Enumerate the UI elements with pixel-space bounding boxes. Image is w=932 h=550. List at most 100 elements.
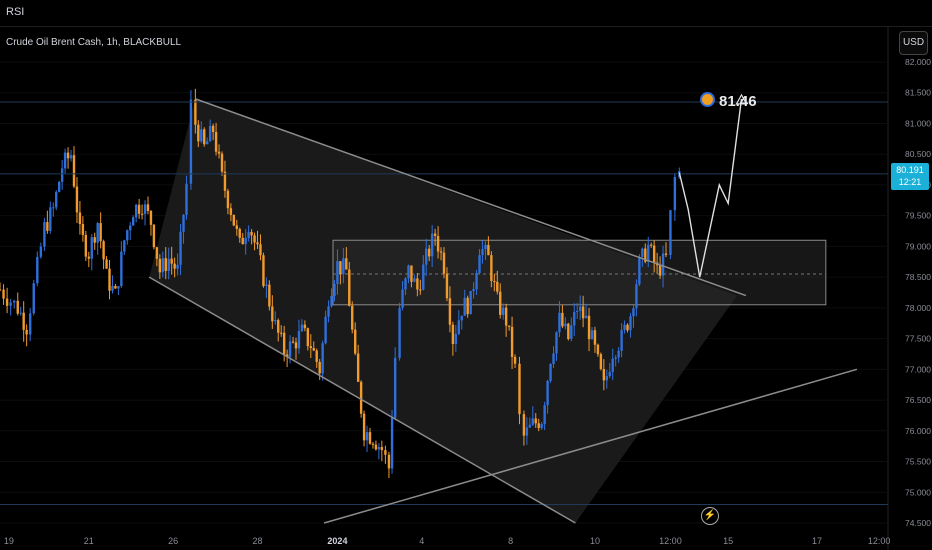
candle-body [129,225,132,231]
candle-body [555,332,558,354]
candle-body [114,285,117,289]
price-chart[interactable]: 82.00081.50081.00080.50080.00079.50079.0… [0,27,932,550]
candle-body [368,432,372,444]
candle-body [543,405,546,425]
candle-body [321,343,324,374]
projection-arrowhead [735,93,748,105]
candle-body [629,316,632,331]
candle-body [158,258,162,273]
candle-body [380,447,384,451]
lightning-icon[interactable]: ⚡ [701,507,719,525]
candle-body [170,258,173,264]
candle-body [84,234,88,257]
candle-body [528,424,532,428]
candle-body [490,255,493,281]
candle-body [608,371,611,377]
candle-body [348,269,351,306]
candle-body [620,329,623,351]
target-icon [700,92,715,107]
candle-body [351,305,354,330]
candle-body [96,223,99,243]
currency-button[interactable]: USD [899,31,928,55]
candle-body [223,171,227,191]
candle-body [208,125,212,142]
y-tick-label: 78.500 [905,272,931,282]
candle-body [235,225,238,229]
candle-body [342,258,345,275]
x-tick-label: 10 [590,536,600,546]
candle-body [46,222,49,231]
candle-body [155,247,159,259]
candle-body [238,228,241,238]
candle-body [197,124,200,142]
candle-body [102,241,105,260]
candle-body [510,326,514,357]
x-tick-label: 17 [812,536,822,546]
candle-body [309,346,312,349]
x-tick-label: 2024 [327,536,347,546]
candle-body [294,342,298,349]
candle-body [401,289,404,308]
candle-body [137,204,141,214]
candle-body [661,253,665,276]
candle-body [425,248,428,265]
symbol-title: Crude Oil Brent Cash, 1h, BLACKBULL [6,37,182,48]
candle-body [5,298,9,306]
candle-body [244,238,247,245]
candle-body [493,280,496,282]
candle-body [390,417,394,469]
candle-body [315,350,318,362]
candles [0,88,681,479]
candle-body [549,363,552,381]
channel-upper-line [195,98,747,297]
candle-body [339,261,342,275]
candle-body [561,312,564,327]
candle-body [274,320,277,322]
candle-body [567,323,570,339]
y-tick-label: 75.000 [905,487,931,497]
y-tick-label: 77.000 [905,364,931,374]
candle-body [173,263,176,269]
candle-body [504,307,508,326]
candle-body [108,268,111,291]
candle-body [439,251,443,253]
y-tick-label: 74.500 [905,518,931,528]
indicator-label[interactable]: RSI [6,6,25,18]
candle-body [534,418,537,424]
target-value: 81.46 [719,93,757,110]
candle-body [587,315,591,340]
candle-body [117,286,120,289]
candle-body [669,210,672,255]
candle-body [365,432,369,441]
candle-body [87,256,90,259]
candle-body [206,141,209,145]
candle-body [143,204,147,214]
candle-body [463,297,466,316]
channel-fill [149,98,738,523]
candle-body [297,331,301,349]
y-tick-label: 81.000 [905,118,931,128]
candle-body [189,99,193,184]
candle-body [211,125,215,133]
candle-body [641,248,644,257]
drawing-lines [0,93,888,524]
candle-body [457,320,460,334]
candle-body [232,214,236,226]
candle-body [460,315,463,321]
candle-body [647,244,650,262]
candle-body [111,285,114,291]
candle-body [650,244,653,246]
candle-body [576,310,579,312]
candle-body [404,278,407,290]
candle-body [69,155,73,159]
candle-body [496,281,499,292]
y-tick-label: 78.000 [905,303,931,313]
candle-body [522,414,526,436]
candle-body [9,302,12,306]
candle-body [75,186,79,213]
candle-body [433,233,437,236]
candle-body [312,348,315,351]
candle-body [596,344,600,355]
candle-body [241,237,244,245]
candle-body [472,289,475,291]
